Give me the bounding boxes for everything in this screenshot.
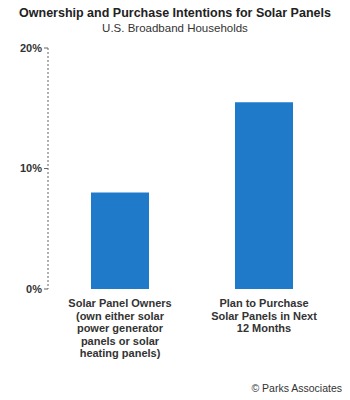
html-text:Ownership and Purchase Intenti: Ownership and Purchase Intentions for So… — [19, 6, 331, 20]
svg-text:Plan to PurchaseSolar Panels i: Plan to PurchaseSolar Panels in Next12 M… — [211, 297, 317, 334]
svg-text:20%: 20% — [20, 42, 42, 54]
svg-text:Solar Panel Owners(own either: Solar Panel Owners(own either solarpower… — [68, 297, 171, 359]
html-text:U.S. Broadband Households: U.S. Broadband Households — [102, 22, 248, 34]
svg-text:10%: 10% — [20, 162, 42, 174]
svg-text:0%: 0% — [26, 283, 42, 295]
html-text:© Parks Associates: © Parks Associates — [251, 382, 342, 394]
